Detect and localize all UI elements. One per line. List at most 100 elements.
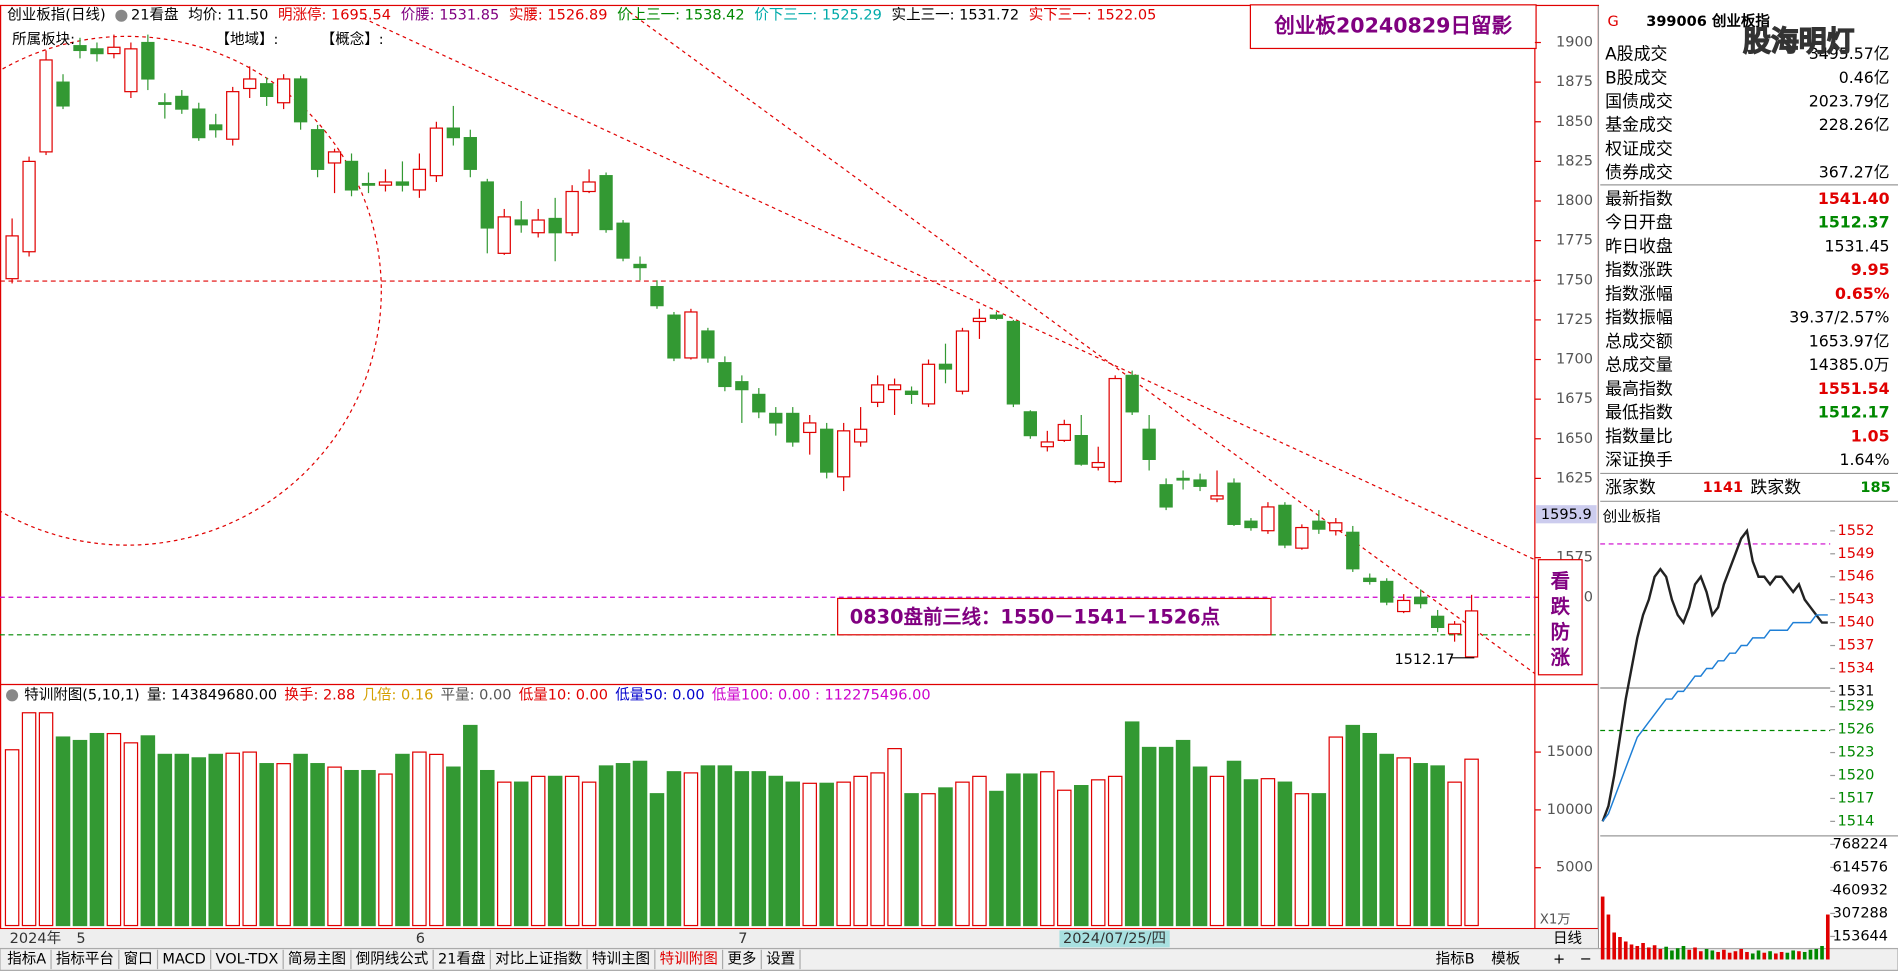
y-tick-label: 1725 xyxy=(1556,312,1593,328)
candle-body xyxy=(361,182,376,186)
candle-body xyxy=(904,390,919,396)
candle-body xyxy=(141,41,155,80)
volume-bar xyxy=(666,771,682,927)
volume-bar xyxy=(683,772,699,927)
candle-body xyxy=(293,78,308,123)
y-tick-label: 1531 xyxy=(1837,683,1874,699)
volume-bar xyxy=(1311,793,1327,927)
volume-bar xyxy=(904,793,919,927)
row-value: 0.46亿 xyxy=(1839,68,1890,87)
volume-bar xyxy=(174,753,190,927)
volume-bar xyxy=(191,757,207,927)
tab[interactable]: 模板 xyxy=(1491,949,1521,967)
volume-bar xyxy=(1090,779,1106,927)
candle-body xyxy=(226,91,240,140)
row-value: 1.05 xyxy=(1851,426,1890,445)
x-tick-label: 6 xyxy=(416,931,425,947)
intraday-volume xyxy=(1727,952,1732,960)
candle-body xyxy=(1023,411,1038,437)
period: 日线 xyxy=(1553,930,1582,947)
candle-body xyxy=(243,78,257,90)
candle-body xyxy=(5,235,19,280)
candle-body xyxy=(463,137,477,170)
candle-body xyxy=(701,330,715,359)
tab[interactable]: 特训主图 xyxy=(592,950,650,967)
intraday-volume xyxy=(1629,944,1634,960)
tab[interactable]: 指标A xyxy=(7,950,46,967)
tab[interactable]: 窗口 xyxy=(124,949,153,967)
candle-body xyxy=(1159,484,1173,508)
volume-bar xyxy=(293,753,308,927)
header-item: 价下三一: 1525.29 xyxy=(754,8,882,24)
tab[interactable]: 简易主图 xyxy=(288,950,346,967)
row-label: 最高指数 xyxy=(1605,378,1673,398)
header-item: 21看盘 xyxy=(131,6,178,24)
intraday-volume xyxy=(1802,951,1807,960)
volume-bar xyxy=(1396,757,1411,927)
row-label: 指数量比 xyxy=(1605,426,1673,446)
row-value: 367.27亿 xyxy=(1819,163,1890,182)
candle-body xyxy=(1380,580,1394,603)
candle-body xyxy=(412,168,427,191)
cursor-date xyxy=(1059,930,1170,948)
mini-title: 创业板指 xyxy=(1603,507,1661,525)
volume-bar xyxy=(327,766,342,927)
intraday-volume xyxy=(1704,948,1709,960)
zoom[interactable]: + xyxy=(1553,951,1565,967)
candle-body xyxy=(769,412,783,424)
candle-body xyxy=(1227,482,1241,525)
note-box xyxy=(1537,559,1583,676)
tab[interactable]: 对比上证指数 xyxy=(495,950,583,967)
candle-body xyxy=(853,428,868,443)
tab[interactable]: 21看盘 xyxy=(438,949,485,967)
volume-bar xyxy=(208,753,224,927)
intraday-volume xyxy=(1675,948,1680,960)
tab[interactable]: 指标B xyxy=(1436,950,1475,967)
candle-body xyxy=(752,393,766,413)
y-tick-label: 1775 xyxy=(1556,233,1593,249)
toolbar xyxy=(0,947,1898,971)
x-tick-label: 7 xyxy=(738,931,747,947)
volume-bar xyxy=(276,763,291,927)
candle-body xyxy=(1430,615,1445,629)
row-label: 权证成交 xyxy=(1605,138,1673,158)
volume-bar xyxy=(446,766,461,927)
header-item: 实腰: 1526.89 xyxy=(509,7,608,24)
y-tick-label: 768224 xyxy=(1833,836,1888,852)
tab[interactable]: 设置 xyxy=(766,950,795,967)
row-value: 1512.17 xyxy=(1818,403,1890,422)
intraday-volume xyxy=(1745,951,1749,960)
tab[interactable]: 更多 xyxy=(727,950,756,967)
candle-body xyxy=(175,95,189,110)
pane-item: 低量50: 0.00 xyxy=(615,686,704,703)
row-label: 最低指数 xyxy=(1605,402,1673,422)
tab[interactable]: 倒阴线公式 xyxy=(356,950,429,967)
tab[interactable]: 指标平台 xyxy=(56,950,114,967)
candle-body xyxy=(921,363,936,405)
pane-item: 几倍: 0.16 xyxy=(363,686,434,703)
y-tick-label: 5000 xyxy=(1556,860,1593,876)
volume-bar xyxy=(1243,779,1259,927)
candle-body xyxy=(395,181,410,186)
zoom[interactable]: − xyxy=(1580,951,1592,967)
y-tick-label: 1543 xyxy=(1837,592,1874,608)
row-value: 3495.57亿 xyxy=(1809,44,1890,63)
note: 0830盘前三线：1550－1541－1526点 xyxy=(850,605,1220,628)
volume-bar xyxy=(1447,781,1462,927)
x-tick-label: 2024/07/25/四 xyxy=(1063,931,1166,947)
volume-bar xyxy=(21,712,37,927)
y-tick-label: 1549 xyxy=(1837,546,1874,562)
tab[interactable]: 特训附图 xyxy=(660,950,718,967)
tab[interactable]: VOL-TDX xyxy=(216,951,279,967)
pane-item: 低量100: 0.00 : 112275496.00 xyxy=(712,686,931,703)
y-tick-label: 1514 xyxy=(1837,813,1874,829)
tab[interactable]: MACD xyxy=(162,951,205,967)
volume-bar xyxy=(836,781,851,927)
icon xyxy=(6,689,19,702)
volume-bar xyxy=(921,793,936,927)
code-mark: G xyxy=(1607,14,1618,30)
volume-bar xyxy=(310,763,325,927)
y-tick-label: 1520 xyxy=(1837,767,1874,783)
volume-bar xyxy=(1260,778,1276,927)
